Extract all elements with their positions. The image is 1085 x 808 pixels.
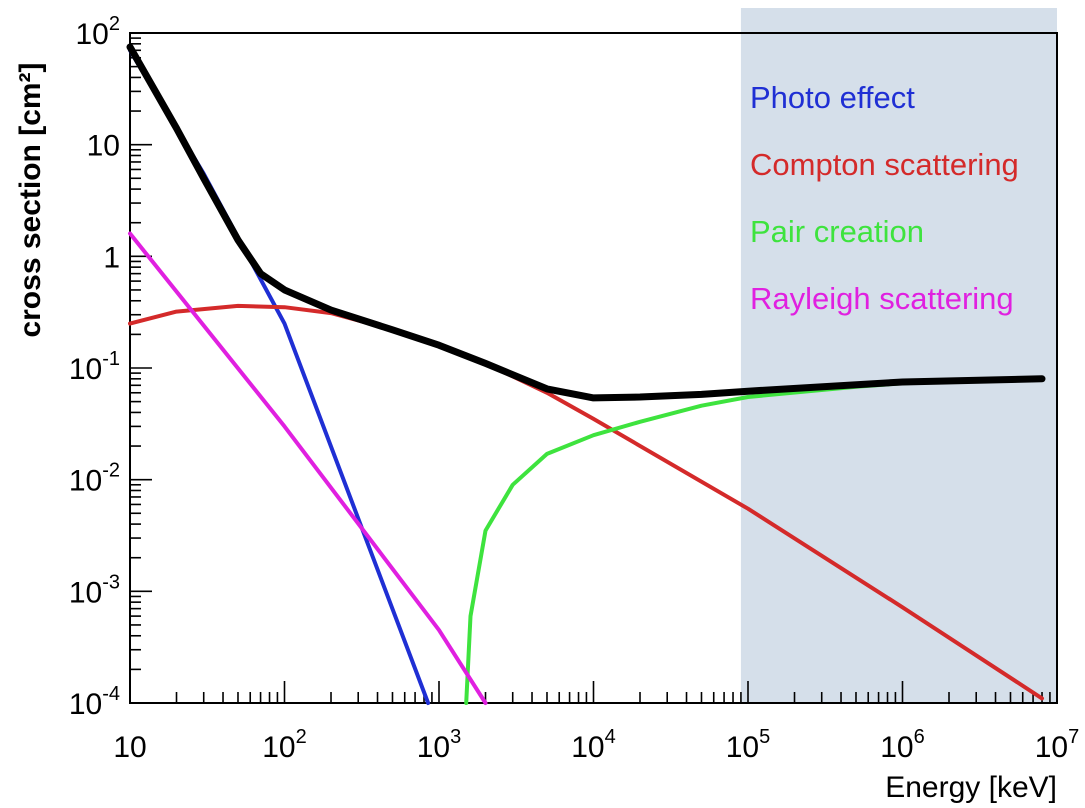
- legend-entry: Rayleigh scattering: [750, 281, 1014, 316]
- y-tick-label: 10-2: [69, 460, 120, 498]
- y-tick-label: 102: [76, 13, 121, 51]
- y-tick-label: 1: [103, 241, 120, 274]
- x-tick-label: 10: [113, 731, 146, 764]
- series-line-total: [126, 43, 1046, 402]
- y-tick-label: 10-3: [69, 571, 120, 609]
- legend-entry: Compton scattering: [750, 147, 1019, 182]
- legend: Photo effect Compton scattering Pair creat…: [750, 80, 1019, 316]
- x-tick-label: 102: [262, 726, 307, 764]
- x-tick-labels: 10 102 103 104 105 106 107: [113, 726, 1079, 764]
- x-tick-label: 106: [880, 726, 925, 764]
- x-tick-label: 103: [417, 726, 462, 764]
- series-line-rayleigh-scattering: [128, 231, 488, 705]
- x-tick-label: 107: [1035, 726, 1080, 764]
- legend-entry: Photo effect: [750, 80, 915, 115]
- x-tick-label: 104: [571, 726, 616, 764]
- y-tick-labels: 102 10 1 10-1 10-2 10-3 10-4: [69, 13, 120, 721]
- y-tick-label: 10-1: [69, 348, 120, 386]
- plot-frame: [129, 32, 1058, 704]
- series-lines: [126, 43, 1046, 705]
- y-axis-label: cross section [cm²]: [14, 62, 47, 337]
- y-tick-label: 10: [87, 130, 120, 163]
- legend-entry: Pair creation: [750, 214, 924, 249]
- y-tick-label: 10-4: [69, 683, 120, 721]
- x-axis-label: Energy [keV]: [885, 771, 1057, 804]
- highlight-region: [740, 8, 1057, 703]
- x-tick-label: 105: [726, 726, 771, 764]
